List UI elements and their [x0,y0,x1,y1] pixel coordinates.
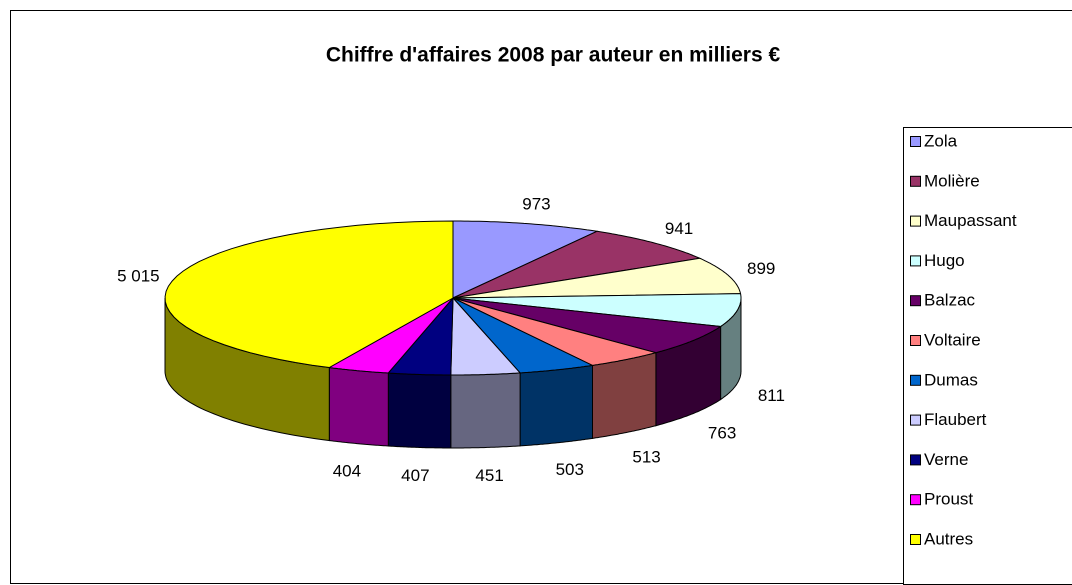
legend-swatch [910,175,921,187]
slice-side [387,372,452,449]
legend-swatch [910,414,921,426]
legend-swatch [910,494,921,506]
legend-box [903,127,1072,585]
data-label: 513 [632,447,660,466]
legend-label: Flaubert [924,410,987,429]
data-label: 973 [522,195,550,214]
legend-label: Balzac [924,291,976,310]
data-label: 5 015 [117,266,160,285]
legend-label: Dumas [924,370,978,389]
data-label: 941 [665,219,693,238]
slice [452,257,742,299]
legend-label: Voltaire [924,330,981,349]
legend-swatch [910,454,921,466]
data-label: 763 [708,424,736,443]
slice [452,230,702,299]
data-label: 899 [747,259,775,278]
chart-title: Chiffre d'affaires 2008 par auteur en mi… [326,44,781,67]
legend-label: Verne [924,450,968,469]
legend-swatch [910,335,921,346]
slice-side [328,366,389,447]
legend-label: Molière [924,171,980,190]
slice [452,297,723,354]
legend-swatch [910,255,921,267]
slice [327,297,454,374]
slice [164,220,454,369]
slice [452,293,742,328]
slice [450,296,522,376]
slice-side [450,372,521,449]
legend-label: Maupassant [924,211,1017,230]
data-label: 404 [333,461,361,480]
data-label: 811 [758,386,785,405]
legend-swatch [910,295,921,307]
legend-label: Autres [924,529,973,548]
legend-label: Proust [924,490,973,509]
legend-swatch [910,215,921,227]
data-label: 503 [556,460,584,479]
slice [452,297,657,366]
legend-swatch [910,136,921,147]
slice-side [519,364,593,447]
legend-label: Hugo [924,251,965,270]
slice-side [592,352,657,439]
slice [452,220,599,299]
legend-swatch [910,534,921,545]
data-label: 407 [401,466,429,485]
legend-swatch [910,374,921,386]
slice [452,297,595,374]
legend-label: Zola [924,131,958,150]
data-label: 451 [475,466,503,485]
